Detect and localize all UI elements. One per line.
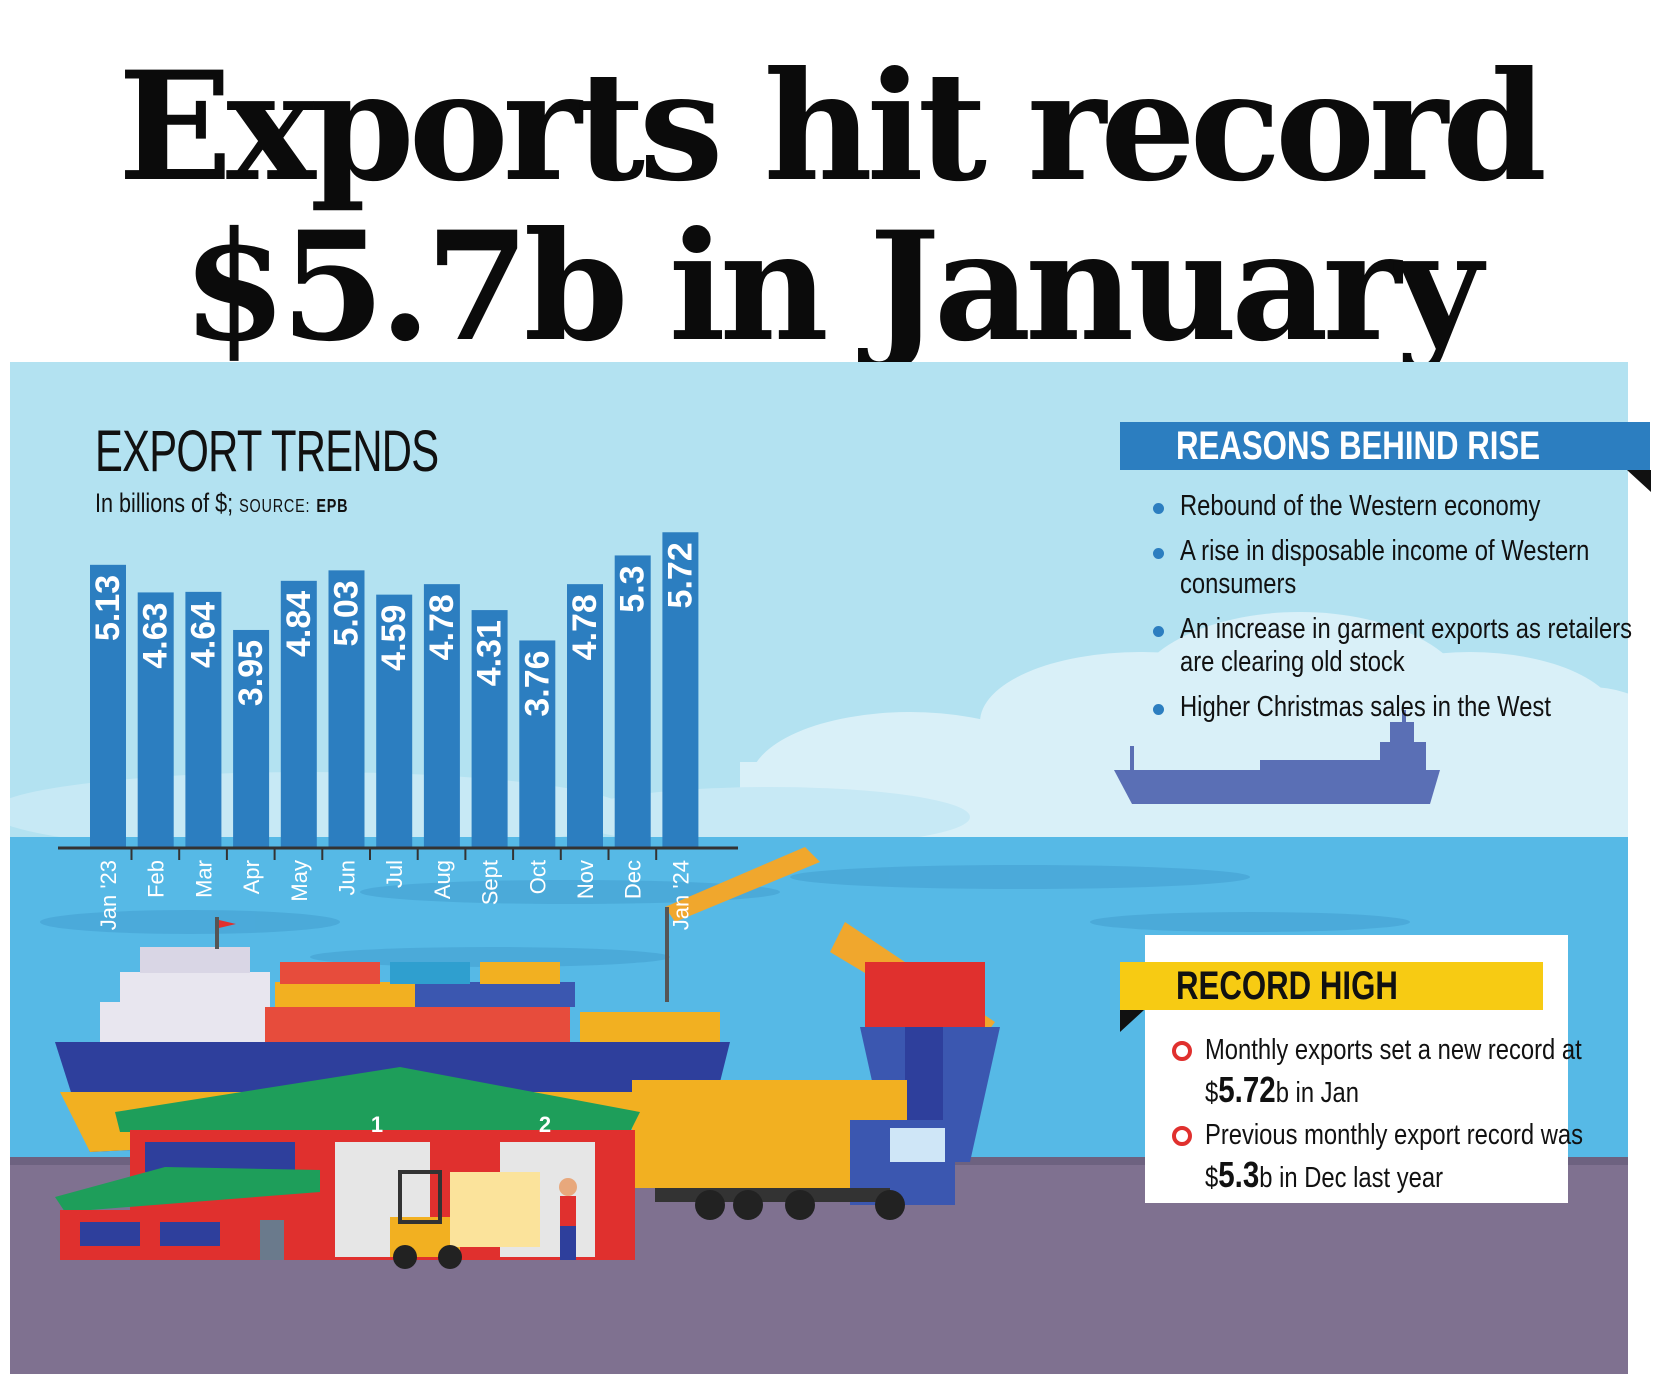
bar-5: [328, 570, 365, 848]
reason-item: A rise in disposable income of Western c…: [1153, 535, 1659, 601]
category-label-11: Dec: [621, 860, 646, 899]
category-label-9: Oct: [525, 860, 550, 894]
warehouse-door-1-label: 1: [371, 1112, 383, 1137]
reason-item: Higher Christmas sales in the West: [1153, 691, 1659, 724]
bar-value-label-6: 4.59: [375, 605, 413, 671]
record-list: Monthly exports set a new record at $5.7…: [1172, 1030, 1605, 1200]
bar-value-label-2: 4.64: [184, 602, 222, 668]
category-label-6: Jul: [382, 860, 407, 888]
category-label-3: Apr: [239, 860, 264, 894]
category-label-2: Mar: [191, 860, 216, 898]
bar-11: [614, 555, 651, 848]
bar-8: [471, 610, 508, 848]
category-label-12: Jan '24: [668, 860, 693, 930]
source-label: SOURCE:: [239, 496, 311, 516]
chart-title: EXPORT TRENDS: [95, 419, 439, 484]
source-value: EPB: [316, 496, 349, 516]
bar-4: [280, 580, 317, 848]
bar-value-label-1: 4.63: [137, 602, 175, 668]
bar-12: [662, 532, 699, 848]
category-label-10: Nov: [573, 860, 598, 899]
reason-item: Rebound of the Western economy: [1153, 490, 1659, 523]
headline-line-1: Exports hit record: [118, 39, 1547, 215]
bar-6: [376, 594, 413, 848]
bar-value-label-4: 4.84: [280, 591, 318, 657]
reasons-header: REASONS BEHIND RISE: [1120, 422, 1650, 470]
ring-bullet-icon: [1172, 1126, 1192, 1146]
record-header-fold: [1120, 1010, 1144, 1032]
chart-unit: In billions of $;: [95, 488, 234, 518]
reasons-title: REASONS BEHIND RISE: [1176, 424, 1541, 468]
warehouse-door-2-label: 2: [539, 1112, 551, 1137]
bar-value-label-8: 4.31: [471, 620, 509, 686]
bullet-icon: [1153, 503, 1164, 514]
bar-value-label-0: 5.13: [89, 575, 127, 641]
category-label-0: Jan '23: [96, 860, 121, 930]
cargo-ship-distant: [1114, 710, 1440, 804]
bar-9: [519, 640, 556, 848]
container-truck: [632, 1080, 955, 1220]
record-item: Previous monthly export record was $5.3b…: [1172, 1115, 1605, 1198]
record-value: 5.72: [1218, 1069, 1276, 1110]
reason-item: An increase in garment exports as retail…: [1153, 613, 1659, 679]
bullet-icon: [1153, 626, 1164, 637]
forklift: [390, 1170, 540, 1269]
headline-line-2: $5.7b in January: [182, 199, 1482, 375]
bar-3: [233, 629, 270, 848]
record-item: Monthly exports set a new record at $5.7…: [1172, 1030, 1605, 1113]
bar-7: [423, 584, 460, 848]
bullet-icon: [1153, 548, 1164, 559]
bar-value-label-5: 5.03: [328, 580, 366, 646]
bar-1: [137, 592, 174, 848]
category-label-1: Feb: [144, 860, 169, 898]
bar-0: [90, 564, 126, 848]
bar-value-label-3: 3.95: [232, 640, 270, 706]
category-label-7: Aug: [430, 860, 455, 899]
previous-record-value: 5.3: [1218, 1154, 1260, 1195]
worker-figure: [559, 1178, 577, 1260]
record-high-title: RECORD HIGH: [1176, 964, 1398, 1008]
bar-2: [185, 591, 222, 848]
category-label-5: Jun: [335, 860, 360, 895]
reasons-list: Rebound of the Western economy A rise in…: [1153, 490, 1659, 736]
bar-10: [567, 584, 603, 848]
warehouse: 1 2: [55, 1067, 640, 1260]
category-label-4: May: [287, 860, 312, 902]
bullet-icon: [1153, 704, 1164, 715]
bar-value-label-9: 3.76: [518, 650, 556, 716]
record-high-header: RECORD HIGH: [1120, 962, 1543, 1010]
bar-value-label-12: 5.72: [661, 542, 699, 608]
bar-value-label-11: 5.3: [614, 565, 652, 612]
chart-subtitle: In billions of $; SOURCE: EPB: [95, 488, 348, 519]
category-label-8: Sept: [478, 860, 503, 905]
ring-bullet-icon: [1172, 1041, 1192, 1061]
reasons-header-fold: [1627, 470, 1651, 492]
bar-value-label-7: 4.78: [423, 594, 461, 660]
bar-value-label-10: 4.78: [566, 594, 604, 660]
